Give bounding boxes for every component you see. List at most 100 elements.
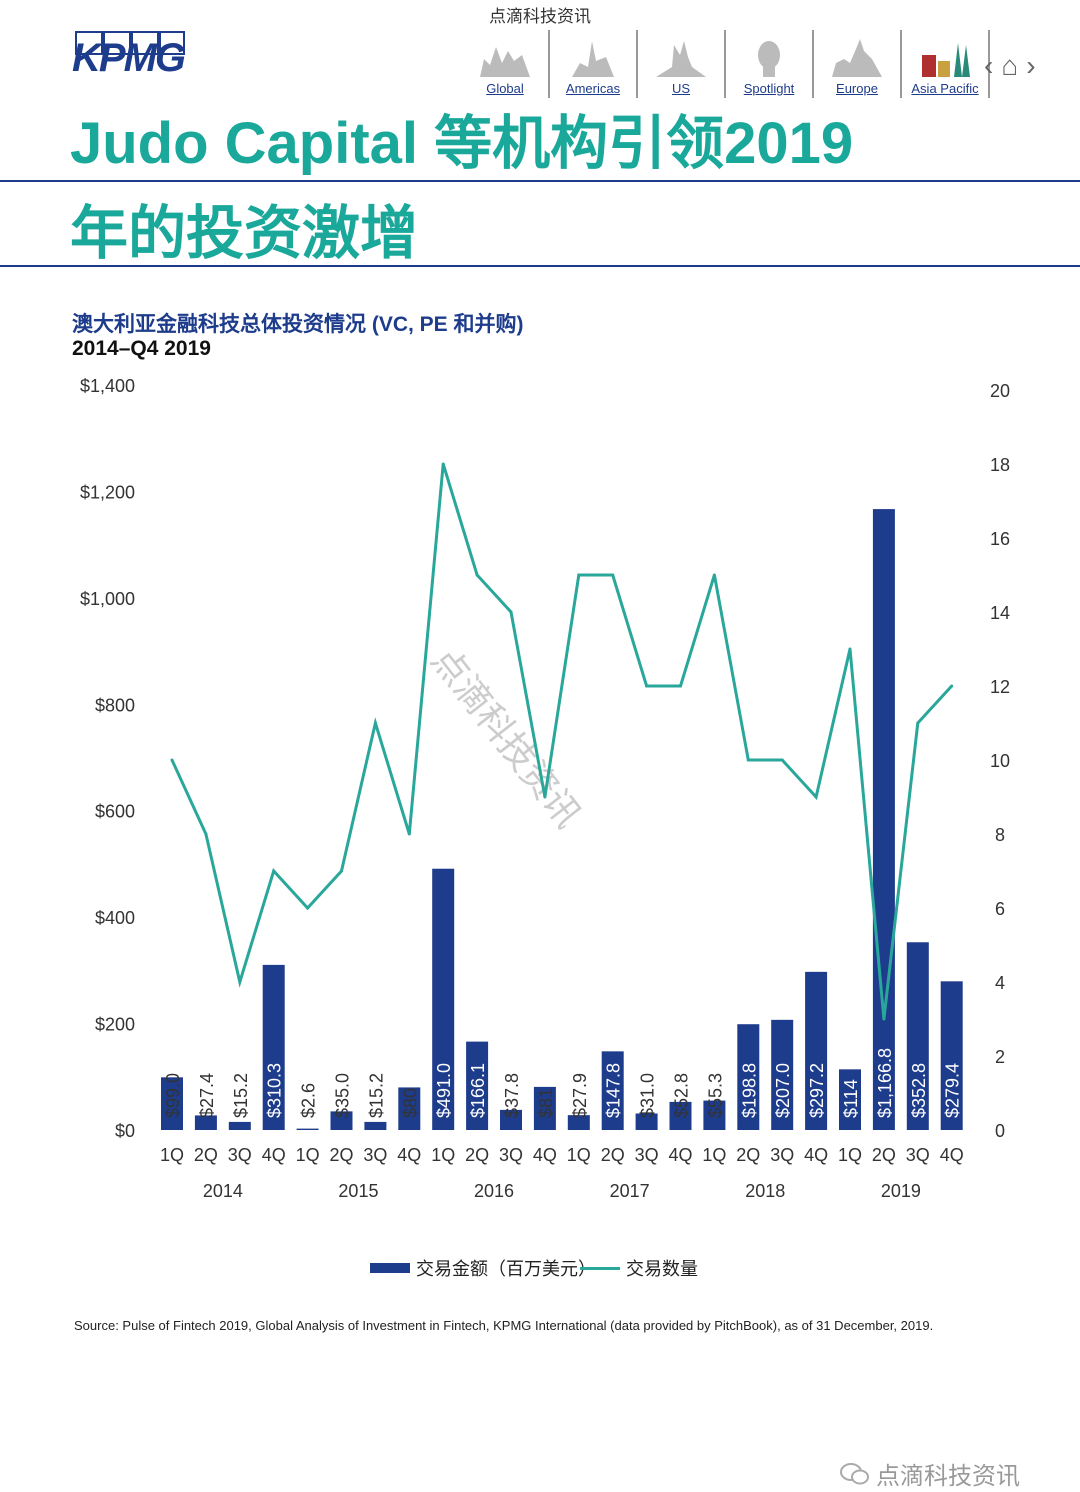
source-note: Source: Pulse of Fintech 2019, Global An… xyxy=(74,1318,934,1333)
bar xyxy=(432,868,455,1130)
x-tick-label: 3Q xyxy=(228,1145,252,1165)
y-right-tick-label: 0 xyxy=(995,1121,1005,1141)
line-point xyxy=(543,795,547,799)
y-left-tick-label: $0 xyxy=(115,1121,135,1141)
legend-label-count: 交易数量 xyxy=(626,1259,698,1279)
bar-data-label: $80 xyxy=(400,1088,420,1118)
x-year-label: 2019 xyxy=(881,1181,921,1201)
line-point xyxy=(950,684,954,688)
bar-data-label: $1,166.8 xyxy=(875,1048,895,1118)
bar xyxy=(805,971,828,1130)
y-left-tick-label: $200 xyxy=(95,1015,135,1035)
bar xyxy=(601,1051,624,1130)
x-tick-label: 1Q xyxy=(567,1145,591,1165)
x-tick-label: 3Q xyxy=(635,1145,659,1165)
statue-icon xyxy=(572,41,614,77)
bar xyxy=(466,1041,489,1130)
logo-boxes xyxy=(75,31,185,55)
y-left-tick-label: $600 xyxy=(95,802,135,822)
nav-spotlight[interactable]: Spotlight xyxy=(726,30,814,98)
divider xyxy=(0,180,1080,182)
bar xyxy=(398,1087,421,1130)
y-right-tick-label: 6 xyxy=(995,899,1005,919)
y-left-tick-label: $1,400 xyxy=(80,376,135,396)
line-point xyxy=(204,832,208,836)
x-tick-label: 4Q xyxy=(940,1145,964,1165)
bar-data-label: $114 xyxy=(841,1079,861,1118)
line-point xyxy=(509,610,513,614)
bar-data-label: $147.8 xyxy=(604,1063,624,1118)
line-point xyxy=(272,869,276,873)
chevron-right-icon[interactable]: › xyxy=(1026,50,1036,81)
x-tick-label: 3Q xyxy=(363,1145,387,1165)
line-point xyxy=(679,684,682,688)
nav-americas[interactable]: Americas xyxy=(550,30,638,98)
bust-icon xyxy=(758,41,780,77)
bar-data-label: $2.6 xyxy=(299,1083,319,1118)
x-tick-label: 2Q xyxy=(329,1145,353,1165)
line-point xyxy=(407,832,411,836)
chart-title: 澳大利亚金融科技总体投资情况 (VC, PE 和并购) xyxy=(72,313,524,336)
y-right-tick-label: 14 xyxy=(990,603,1010,623)
bar xyxy=(262,964,285,1130)
line-point xyxy=(475,573,479,577)
legend-label-amount: 交易金额（百万美元） xyxy=(416,1259,596,1279)
bar-data-label: $207.0 xyxy=(773,1063,793,1118)
line-point xyxy=(441,462,445,466)
skyline-icon xyxy=(922,43,970,77)
y-left-tick-label: $1,200 xyxy=(80,482,135,502)
bar xyxy=(839,1069,861,1130)
chevron-left-icon[interactable]: ‹ xyxy=(984,50,994,81)
line-point xyxy=(577,573,581,577)
nav-asia-pacific[interactable]: Asia Pacific xyxy=(902,30,990,98)
bar xyxy=(330,1111,353,1130)
nav-global[interactable]: Global xyxy=(462,30,550,98)
bar xyxy=(906,942,929,1130)
bar-data-label: $99.0 xyxy=(163,1073,183,1118)
nav-us[interactable]: US xyxy=(638,30,726,98)
bar-data-label: $198.8 xyxy=(739,1063,759,1118)
home-icon[interactable]: ⌂ xyxy=(1001,50,1019,81)
line-point xyxy=(611,573,615,577)
bar xyxy=(228,1121,251,1130)
chart-legend: 交易金额（百万美元） 交易数量 xyxy=(370,1255,698,1281)
x-tick-label: 4Q xyxy=(262,1145,286,1165)
x-year-label: 2016 xyxy=(474,1181,514,1201)
skyline-icon xyxy=(832,39,882,77)
nav-europe[interactable]: Europe xyxy=(814,30,902,98)
legend-swatch-count xyxy=(580,1266,620,1270)
chart-period: 2014–Q4 2019 xyxy=(72,337,211,360)
bar-data-label: $352.8 xyxy=(909,1063,929,1118)
top-watermark: 点滴科技资讯 xyxy=(489,7,591,27)
x-year-label: 2014 xyxy=(203,1181,243,1201)
y-right-tick-label: 20 xyxy=(990,381,1010,401)
x-tick-label: 3Q xyxy=(906,1145,930,1165)
line-point xyxy=(170,758,174,762)
x-year-label: 2017 xyxy=(610,1181,650,1201)
line-point xyxy=(916,721,920,725)
bar-data-label: $279.4 xyxy=(943,1063,963,1118)
x-tick-label: 2Q xyxy=(736,1145,760,1165)
x-tick-label: 3Q xyxy=(499,1145,523,1165)
y-right-tick-label: 12 xyxy=(990,677,1010,697)
x-tick-label: 2Q xyxy=(601,1145,625,1165)
x-year-label: 2018 xyxy=(745,1181,785,1201)
skyline-icon xyxy=(656,41,706,77)
page-title-line2: 年的投资激增 xyxy=(70,201,419,266)
line-point xyxy=(373,721,377,725)
bar xyxy=(500,1109,522,1130)
x-tick-label: 4Q xyxy=(668,1145,692,1165)
x-tick-label: 4Q xyxy=(533,1145,557,1165)
bar-data-label: $27.4 xyxy=(197,1073,217,1118)
bar-data-label: $35.0 xyxy=(333,1073,353,1118)
bar-data-label: $491.0 xyxy=(434,1063,454,1118)
page-title-line1: Judo Capital 等机构引领2019 xyxy=(70,111,854,176)
bar-data-label: $166.1 xyxy=(468,1063,488,1118)
y-right-tick-label: 2 xyxy=(995,1047,1005,1067)
wechat-icon xyxy=(840,1462,869,1484)
bar xyxy=(567,1115,590,1130)
y-right-tick-label: 16 xyxy=(990,529,1010,549)
line-point xyxy=(645,684,649,688)
region-nav: Global Americas US Spotlight Europe Asia… xyxy=(462,30,990,98)
